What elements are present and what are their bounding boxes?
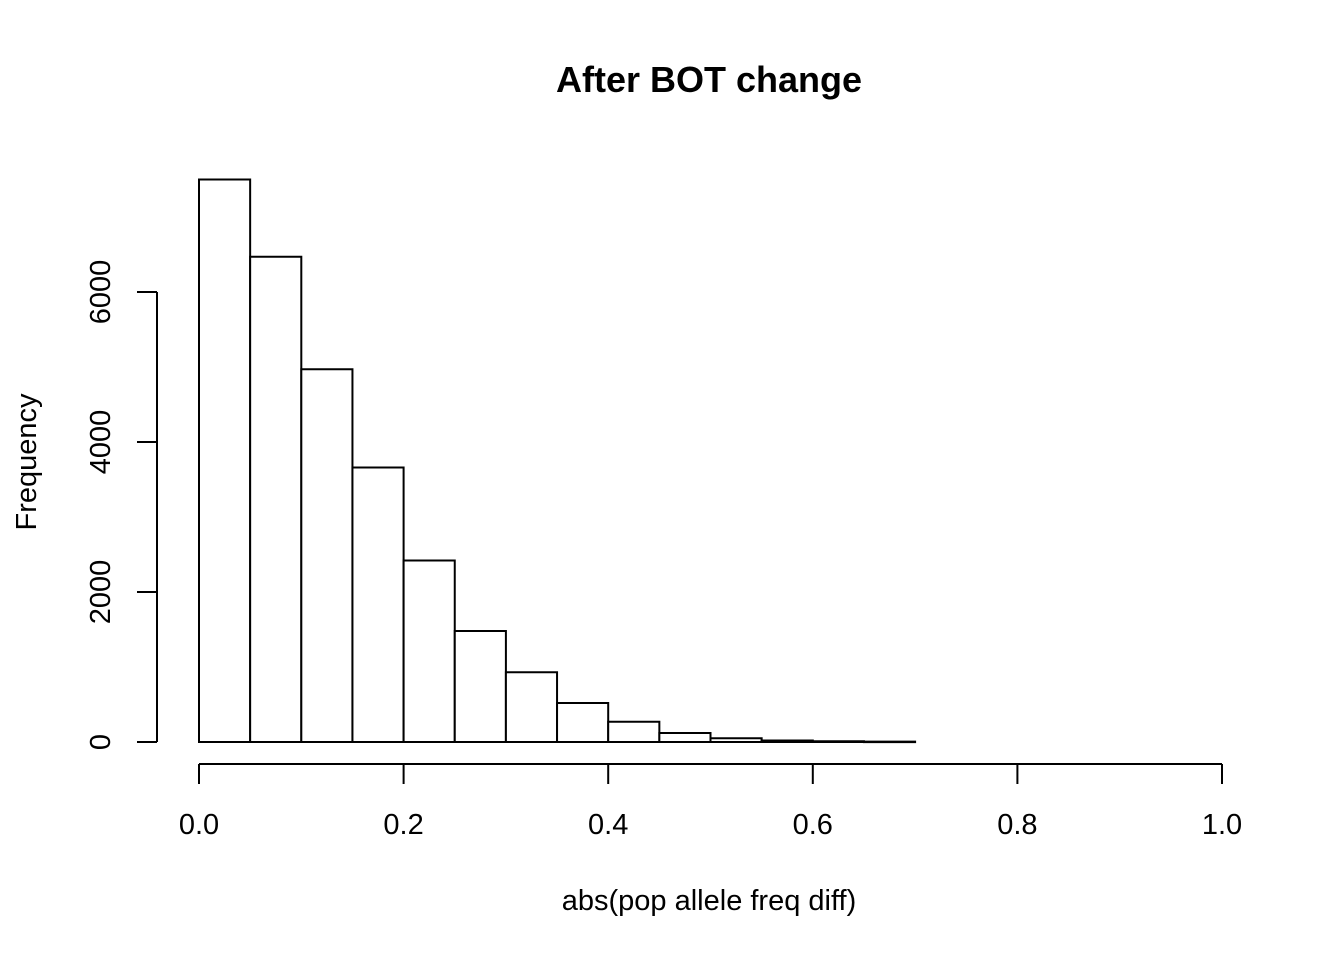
y-tick-label: 4000 xyxy=(85,410,117,475)
histogram-bar xyxy=(811,740,865,743)
x-tick-label: 1.0 xyxy=(1202,809,1242,841)
x-tick-label: 0.2 xyxy=(383,809,423,841)
bars-group xyxy=(198,178,917,744)
x-tick-label: 0.8 xyxy=(997,809,1037,841)
y-tick-label: 6000 xyxy=(85,260,117,325)
histogram-bar xyxy=(709,737,763,743)
y-axis-label: Frequency xyxy=(11,393,43,531)
histogram-bar xyxy=(351,466,405,743)
x-axis-label: abs(pop allele freq diff) xyxy=(562,885,856,917)
histogram-bar xyxy=(607,720,661,743)
histogram-bar xyxy=(300,368,354,743)
histogram-bar xyxy=(862,740,917,744)
chart-title: After BOT change xyxy=(556,59,862,100)
histogram-bar xyxy=(658,732,712,743)
x-tick-label: 0.6 xyxy=(793,809,833,841)
histogram-bar xyxy=(504,671,559,743)
histogram-bar xyxy=(760,739,814,743)
x-axis: 0.0 0.2 0.4 0.6 0.8 1.0 xyxy=(179,763,1242,841)
y-tick-label: 0 xyxy=(85,734,117,750)
y-axis: 0 2000 4000 6000 xyxy=(85,260,158,750)
histogram-bar xyxy=(556,702,610,743)
x-tick-label: 0.0 xyxy=(179,809,219,841)
histogram-bar xyxy=(402,559,456,743)
histogram-bar xyxy=(249,255,303,743)
histogram-bar xyxy=(453,630,507,743)
x-tick-label: 0.4 xyxy=(588,809,628,841)
y-tick-label: 2000 xyxy=(85,560,117,625)
histogram-bar xyxy=(198,178,252,743)
